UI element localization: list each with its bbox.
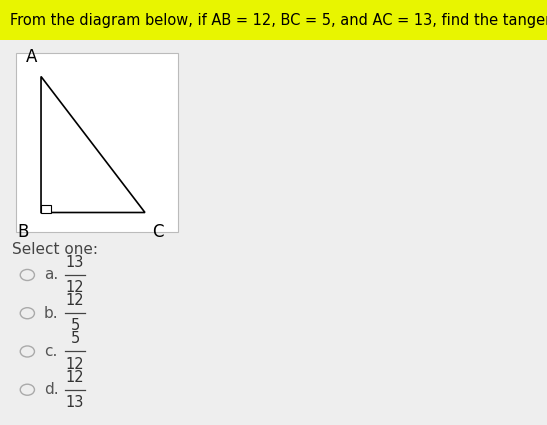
Bar bbox=[16, 53, 178, 232]
Text: b.: b. bbox=[44, 306, 59, 321]
Text: 12: 12 bbox=[66, 280, 84, 295]
Text: 13: 13 bbox=[66, 395, 84, 410]
Text: 5: 5 bbox=[71, 332, 79, 346]
Text: 12: 12 bbox=[66, 293, 84, 308]
Text: B: B bbox=[18, 223, 29, 241]
Text: 5: 5 bbox=[71, 318, 79, 333]
Text: a.: a. bbox=[44, 267, 58, 283]
Text: 12: 12 bbox=[66, 370, 84, 385]
Text: 13: 13 bbox=[66, 255, 84, 270]
Bar bbox=[0, 0, 547, 40]
Text: Select one:: Select one: bbox=[12, 242, 98, 257]
Text: 12: 12 bbox=[66, 357, 84, 371]
Text: C: C bbox=[152, 223, 164, 241]
Text: c.: c. bbox=[44, 344, 57, 359]
Text: A: A bbox=[26, 48, 38, 66]
Text: d.: d. bbox=[44, 382, 59, 397]
Text: From the diagram below, if AB = 12, BC = 5, and AC = 13, find the tangent of < A: From the diagram below, if AB = 12, BC =… bbox=[10, 13, 547, 28]
Bar bbox=[41, 205, 51, 212]
